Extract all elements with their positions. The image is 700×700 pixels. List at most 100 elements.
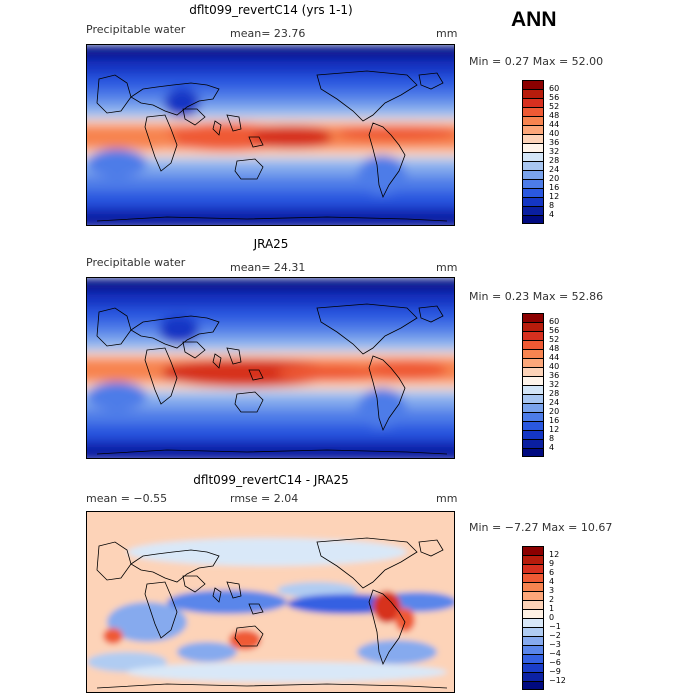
panel1-units: mm bbox=[436, 27, 458, 40]
panel1-title: dflt099_revertC14 (yrs 1-1) bbox=[189, 3, 353, 17]
colorbar-swatch bbox=[522, 161, 544, 170]
colorbar-level-label: 4 bbox=[549, 577, 555, 586]
colorbar-level-label: 28 bbox=[549, 156, 560, 165]
colorbar-level-label: 6 bbox=[549, 568, 555, 577]
colorbar-swatch bbox=[522, 170, 544, 179]
colorbar-level-label: 12 bbox=[549, 192, 560, 201]
colorbar-level-label: 32 bbox=[549, 147, 560, 156]
colorbar-swatch bbox=[522, 152, 544, 161]
colorbar-swatch bbox=[522, 107, 544, 116]
panel3-colorbar bbox=[522, 546, 544, 690]
colorbar-swatch bbox=[522, 636, 544, 645]
panel2-variable-label: Precipitable water bbox=[86, 256, 186, 269]
colorbar-swatch bbox=[522, 627, 544, 636]
colorbar-level-label: 1 bbox=[549, 604, 555, 613]
panel1-map bbox=[86, 44, 455, 226]
colorbar-swatch bbox=[522, 215, 544, 224]
panel2-title: JRA25 bbox=[253, 237, 289, 251]
colorbar-level-label: 8 bbox=[549, 201, 555, 210]
colorbar-level-label: 4 bbox=[549, 443, 555, 452]
season-label: ANN bbox=[511, 8, 557, 31]
panel2-map bbox=[86, 277, 455, 459]
panel3-minmax: Min = −7.27 Max = 10.67 bbox=[469, 521, 613, 534]
colorbar-swatch bbox=[522, 421, 544, 430]
colorbar-swatch bbox=[522, 448, 544, 457]
panel3-title: dflt099_revertC14 - JRA25 bbox=[193, 473, 349, 487]
colorbar-swatch bbox=[522, 582, 544, 591]
colorbar-level-label: 16 bbox=[549, 416, 560, 425]
colorbar-swatch bbox=[522, 618, 544, 627]
colorbar-swatch bbox=[522, 591, 544, 600]
colorbar-swatch bbox=[522, 573, 544, 582]
panel1-variable-label: Precipitable water bbox=[86, 23, 186, 36]
colorbar-level-label: −12 bbox=[549, 676, 566, 685]
colorbar-level-label: 9 bbox=[549, 559, 555, 568]
colorbar-level-label: 0 bbox=[549, 613, 555, 622]
panel3-mean-label: mean = −0.55 bbox=[86, 492, 168, 505]
colorbar-level-label: 2 bbox=[549, 595, 555, 604]
colorbar-swatch bbox=[522, 564, 544, 573]
colorbar-swatch bbox=[522, 206, 544, 215]
colorbar-swatch bbox=[522, 80, 544, 89]
colorbar-swatch bbox=[522, 430, 544, 439]
colorbar-swatch bbox=[522, 197, 544, 206]
colorbar-level-label: 4 bbox=[549, 210, 555, 219]
colorbar-swatch bbox=[522, 322, 544, 331]
colorbar-swatch bbox=[522, 546, 544, 555]
panel2-units: mm bbox=[436, 261, 458, 274]
colorbar-swatch bbox=[522, 376, 544, 385]
colorbar-level-label: −4 bbox=[549, 649, 561, 658]
colorbar-swatch bbox=[522, 331, 544, 340]
colorbar-swatch bbox=[522, 385, 544, 394]
colorbar-swatch bbox=[522, 403, 544, 412]
colorbar-swatch bbox=[522, 555, 544, 564]
colorbar-swatch bbox=[522, 681, 544, 690]
panel2-colorbar bbox=[522, 313, 544, 457]
colorbar-swatch bbox=[522, 645, 544, 654]
panel3-map bbox=[86, 511, 455, 693]
colorbar-level-label: −6 bbox=[549, 658, 561, 667]
colorbar-swatch bbox=[522, 394, 544, 403]
colorbar-swatch bbox=[522, 439, 544, 448]
colorbar-level-label: 52 bbox=[549, 335, 560, 344]
colorbar-level-label: −1 bbox=[549, 622, 561, 631]
colorbar-swatch bbox=[522, 340, 544, 349]
colorbar-swatch bbox=[522, 313, 544, 322]
colorbar-swatch bbox=[522, 134, 544, 143]
colorbar-level-label: 48 bbox=[549, 344, 560, 353]
colorbar-swatch bbox=[522, 188, 544, 197]
colorbar-level-label: 36 bbox=[549, 138, 560, 147]
colorbar-level-label: 24 bbox=[549, 165, 560, 174]
colorbar-swatch bbox=[522, 654, 544, 663]
colorbar-level-label: −9 bbox=[549, 667, 561, 676]
panel3-rmse-label: rmse = 2.04 bbox=[230, 492, 299, 505]
colorbar-level-label: 36 bbox=[549, 371, 560, 380]
colorbar-level-label: 16 bbox=[549, 183, 560, 192]
colorbar-swatch bbox=[522, 116, 544, 125]
colorbar-level-label: −3 bbox=[549, 640, 561, 649]
colorbar-swatch bbox=[522, 125, 544, 134]
panel3-units: mm bbox=[436, 492, 458, 505]
panel1-mean-label: mean= 23.76 bbox=[230, 27, 306, 40]
colorbar-level-label: 44 bbox=[549, 120, 560, 129]
colorbar-swatch bbox=[522, 349, 544, 358]
panel2-mean-label: mean= 24.31 bbox=[230, 261, 306, 274]
colorbar-level-label: 24 bbox=[549, 398, 560, 407]
colorbar-swatch bbox=[522, 672, 544, 681]
colorbar-level-label: 56 bbox=[549, 326, 560, 335]
colorbar-swatch bbox=[522, 367, 544, 376]
colorbar-swatch bbox=[522, 98, 544, 107]
colorbar-level-label: 48 bbox=[549, 111, 560, 120]
colorbar-swatch bbox=[522, 663, 544, 672]
panel1-colorbar bbox=[522, 80, 544, 224]
colorbar-swatch bbox=[522, 600, 544, 609]
colorbar-level-label: 32 bbox=[549, 380, 560, 389]
colorbar-level-label: 8 bbox=[549, 434, 555, 443]
colorbar-level-label: 40 bbox=[549, 362, 560, 371]
colorbar-level-label: 60 bbox=[549, 317, 560, 326]
colorbar-level-label: −2 bbox=[549, 631, 561, 640]
colorbar-level-label: 12 bbox=[549, 425, 560, 434]
colorbar-level-label: 60 bbox=[549, 84, 560, 93]
colorbar-level-label: 56 bbox=[549, 93, 560, 102]
colorbar-level-label: 40 bbox=[549, 129, 560, 138]
